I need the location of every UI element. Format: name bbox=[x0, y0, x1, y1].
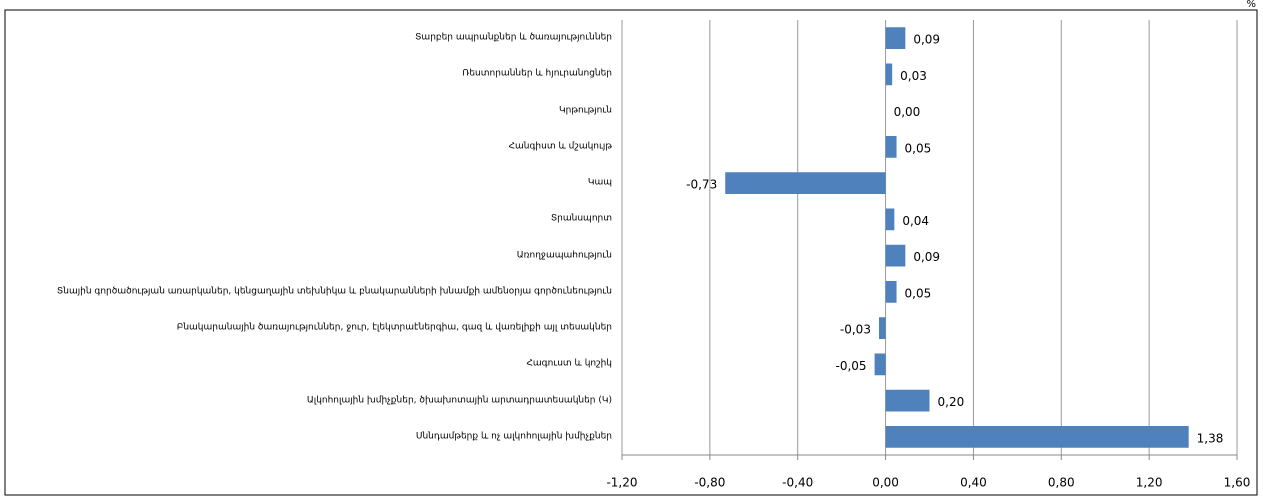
category-label: Կապ bbox=[587, 177, 612, 188]
x-tick-label: 0,80 bbox=[1048, 476, 1075, 490]
value-label: 1,38 bbox=[1197, 431, 1224, 445]
category-label: Ռեստորաններ և հյուրանոցներ bbox=[462, 68, 612, 79]
value-label: 0,20 bbox=[938, 395, 965, 409]
bar bbox=[885, 27, 906, 49]
value-label: 0,09 bbox=[913, 33, 940, 47]
bar bbox=[725, 172, 886, 194]
unit-label: % bbox=[1246, 0, 1256, 10]
value-label: 0,00 bbox=[894, 105, 921, 119]
category-label: Ալկոհոլային խմիչքներ, ծխախոտային արտադրա… bbox=[306, 395, 612, 406]
value-label: 0,05 bbox=[905, 286, 932, 300]
value-label: 0,05 bbox=[905, 141, 932, 155]
bar bbox=[885, 426, 1189, 448]
bar bbox=[885, 63, 893, 86]
value-label: 0,03 bbox=[900, 69, 927, 83]
value-label: -0,03 bbox=[840, 323, 871, 337]
category-label: Տրանսպորտ bbox=[550, 213, 612, 224]
x-tick-label: -0,80 bbox=[694, 476, 725, 490]
bar bbox=[885, 136, 897, 158]
category-label: Հագուստ և կոշիկ bbox=[526, 358, 612, 369]
value-label: -0,73 bbox=[686, 178, 717, 192]
x-tick-label: -0,40 bbox=[782, 476, 813, 490]
bar bbox=[885, 244, 906, 267]
bar bbox=[885, 281, 897, 303]
value-label: 0,04 bbox=[902, 214, 929, 228]
bar bbox=[885, 208, 895, 231]
category-label: Կրթություն bbox=[559, 105, 612, 116]
category-label: Հանգիստ և մշակույթ bbox=[508, 141, 612, 152]
x-tick-label: 0,40 bbox=[960, 476, 987, 490]
bar bbox=[878, 317, 886, 339]
bar bbox=[874, 353, 886, 376]
x-tick-label: 1,20 bbox=[1136, 476, 1163, 490]
chart-border bbox=[4, 9, 1258, 496]
category-label: Բնակարանային ծառայություններ, ջուր, էլեկ… bbox=[176, 322, 612, 333]
x-tick-label: 0,00 bbox=[872, 476, 899, 490]
bar bbox=[885, 389, 930, 412]
x-tick-label: -1,20 bbox=[606, 476, 637, 490]
value-label: -0,05 bbox=[836, 359, 867, 373]
category-label: Տնային գործածության առարկաներ, կենցաղայի… bbox=[56, 286, 612, 297]
value-label: 0,09 bbox=[913, 250, 940, 264]
category-label: Առողջապահություն bbox=[516, 250, 612, 261]
category-label: Տարբեր ապրանքներ և ծառայություններ bbox=[415, 32, 612, 43]
x-tick-label: 1,60 bbox=[1224, 476, 1251, 490]
category-label: Սննդամթերք և ոչ ալկոհոլային խմիչքներ bbox=[415, 431, 612, 442]
